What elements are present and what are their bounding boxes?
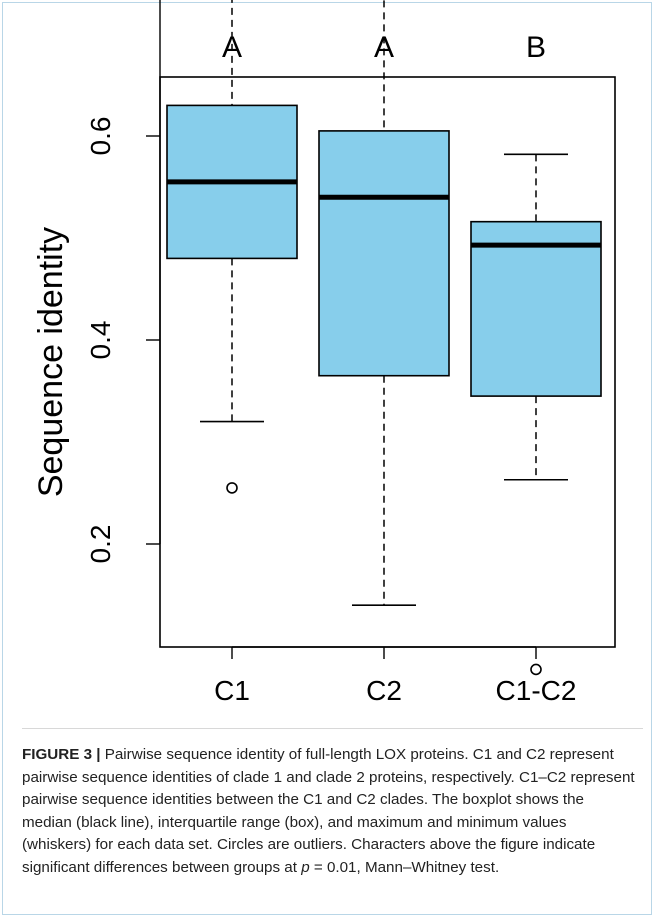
iqr-box [470, 220, 602, 397]
box-c1-c2 [470, 153, 602, 676]
boxplot-chart: Sequence identity 0.20.40.60.8 C1C2C1-C2… [32, 0, 616, 706]
outlier-point [226, 482, 238, 494]
box-c2 [318, 0, 450, 607]
caption-text-1: Pairwise sequence identity of full-lengt… [22, 746, 635, 876]
x-axis: C1 C2 C1-C2 [214, 646, 577, 706]
y-tick-label: 0.4 [85, 321, 116, 360]
caption-p-symbol: p [301, 858, 310, 876]
box-c1 [166, 0, 298, 494]
x-tick-label: C1-C2 [496, 675, 577, 706]
caption-text-2: = 0.01, Mann–Whitney test. [309, 858, 500, 876]
y-tick-label: 0.6 [85, 117, 116, 156]
figure-caption: FIGURE 3 | Pairwise sequence identity of… [22, 744, 637, 879]
outlier-point [530, 663, 542, 676]
caption-divider [22, 728, 643, 729]
caption-label: FIGURE 3 | [22, 746, 101, 763]
y-tick-label: 0.2 [85, 525, 116, 564]
x-tick-label: C1 [214, 675, 250, 706]
significance-letter: A [374, 31, 394, 64]
x-tick-label: C2 [366, 675, 402, 706]
significance-letter: B [526, 31, 546, 64]
y-axis-label: Sequence identity [32, 227, 70, 497]
y-axis: 0.20.40.60.8 [85, 0, 161, 564]
iqr-box [318, 130, 450, 377]
boxes [166, 0, 602, 676]
